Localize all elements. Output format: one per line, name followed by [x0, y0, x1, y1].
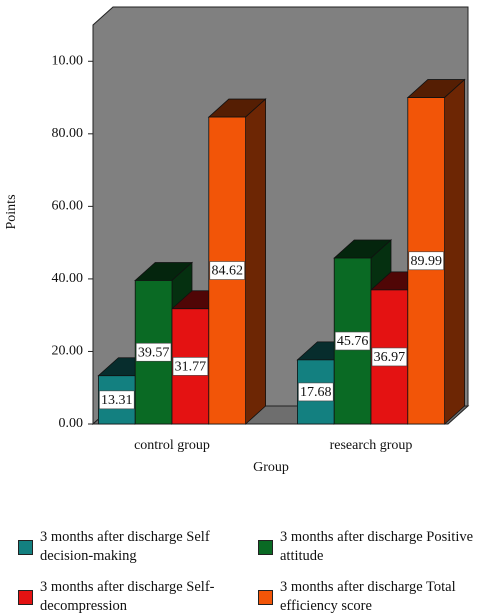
- y-tick-label: 0.00: [59, 416, 84, 431]
- x-axis-title: Group: [253, 460, 289, 475]
- legend-swatch: [18, 590, 33, 605]
- x-tick-label: research group: [330, 438, 413, 453]
- y-axis-title: Points: [4, 194, 19, 229]
- legend-swatch: [258, 590, 273, 605]
- value-label: 45.76: [337, 334, 369, 349]
- bar-side: [245, 98, 267, 425]
- legend-label: 3 months after discharge Total efficienc…: [280, 579, 456, 614]
- y-tick-label: 20.00: [52, 344, 84, 359]
- legend-swatch: [18, 540, 33, 555]
- value-label: 31.77: [175, 360, 207, 375]
- bar-side: [444, 78, 466, 425]
- value-label-box: [172, 357, 209, 376]
- legend-label: 3 months after discharge Positive attitu…: [280, 529, 474, 564]
- value-label: 36.97: [374, 350, 406, 365]
- value-label: 13.31: [101, 393, 133, 408]
- value-label: 89.99: [410, 254, 442, 269]
- value-label-box: [371, 347, 408, 367]
- y-tick-label: 60.00: [52, 199, 84, 214]
- chart: Points Group 0.00 20.00 40.00 60.00 80.00 10.…: [4, 6, 470, 475]
- value-label: 84.62: [211, 264, 243, 279]
- legend-swatch: [258, 540, 273, 555]
- value-label-box: [209, 261, 245, 280]
- value-label-box: [99, 390, 135, 410]
- legend-label: 3 months after discharge Self decision-m…: [40, 529, 210, 564]
- value-label: 39.57: [138, 345, 170, 360]
- value-label-box: [334, 331, 371, 351]
- x-tick-label: control group: [134, 438, 210, 453]
- y-tick-label: 80.00: [52, 126, 84, 141]
- value-label: 17.68: [300, 385, 332, 400]
- value-label-box: [408, 251, 444, 271]
- y-tick-label: 40.00: [52, 271, 84, 286]
- value-label-box: [298, 382, 334, 402]
- legend-label: 3 months after discharge Self-decompress…: [40, 579, 215, 614]
- y-tick-label: 10.00: [52, 53, 84, 68]
- value-label-box: [135, 342, 172, 362]
- legend: 3 months after discharge Self decision-m…: [0, 520, 479, 614]
